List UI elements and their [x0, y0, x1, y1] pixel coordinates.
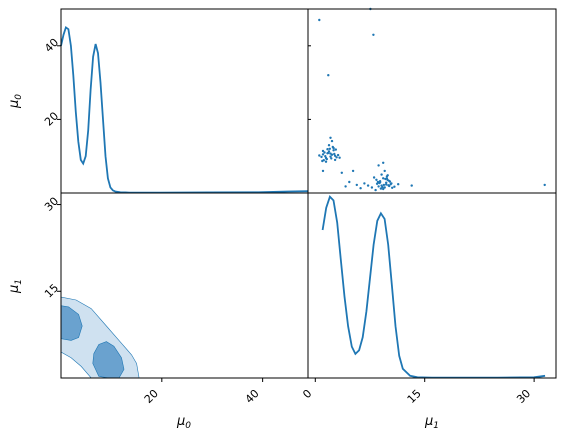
scatter-point	[330, 139, 334, 143]
scatter-point	[321, 169, 325, 173]
scatter-point	[370, 186, 374, 189]
scatter-point	[383, 186, 386, 189]
scatter-point	[333, 152, 336, 156]
scatter-point	[328, 147, 331, 150]
scatter-point	[377, 164, 380, 167]
mu0-x-axis-label: μ0	[176, 414, 191, 431]
scatter-point	[334, 148, 337, 151]
scatter-point	[372, 176, 376, 179]
scatter-point	[327, 151, 330, 155]
scatter-point	[383, 169, 386, 173]
scatter-point	[391, 186, 394, 189]
scatter-point	[348, 180, 351, 184]
scatter-point	[372, 33, 375, 36]
scatter-point	[363, 182, 366, 185]
scatter-point	[318, 18, 321, 22]
scatter-point	[326, 148, 329, 151]
scatter-point	[327, 144, 331, 147]
scatter-point	[330, 157, 333, 160]
scatter-point	[329, 155, 332, 158]
scatter-point	[329, 136, 332, 139]
scatter-point	[318, 154, 321, 157]
scatter-point	[382, 187, 385, 191]
scatter-point	[385, 183, 388, 186]
scatter-point	[375, 178, 378, 181]
scatter-point	[381, 185, 384, 189]
scatter-point	[375, 182, 379, 185]
scatter-point	[410, 184, 413, 187]
scatter-point	[333, 158, 337, 162]
scatter-point	[382, 177, 385, 180]
mu1-y-axis-label: μ1	[7, 279, 24, 294]
scatter-point	[543, 183, 546, 187]
scatter-point	[380, 173, 383, 176]
scatter-point	[351, 169, 355, 173]
scatter-point	[387, 184, 390, 187]
scatter-point	[382, 161, 385, 164]
mu1-density-line	[321, 195, 546, 379]
scatter-point	[374, 188, 377, 192]
scatter-point	[382, 183, 386, 187]
scatter-point	[321, 159, 324, 163]
scatter-point	[327, 74, 330, 77]
scatter-point	[378, 181, 382, 184]
scatter-point	[332, 149, 335, 152]
scatter-point	[397, 183, 400, 186]
scatter-point	[385, 177, 389, 180]
contour-regions	[61, 296, 140, 378]
scatter-point	[366, 184, 370, 187]
mu1-x-axis-label: μ1	[424, 414, 439, 431]
scatter-point	[390, 182, 393, 185]
scatter-point	[359, 187, 362, 190]
scatter-point	[393, 185, 396, 188]
scatter-point	[324, 160, 328, 163]
scatter-point	[321, 149, 325, 153]
mu0-y-axis-label: μ0	[7, 94, 24, 109]
scatter-point	[388, 179, 391, 183]
scatter-point	[344, 185, 347, 188]
scatter-point	[386, 174, 389, 177]
scatter-point	[355, 183, 358, 187]
scatter-point	[385, 181, 388, 184]
scatter-point	[323, 151, 326, 154]
scatter-point	[379, 187, 383, 190]
mu1-marginal-frame	[307, 192, 557, 379]
scatter-point	[325, 157, 328, 161]
scatter-point	[377, 185, 380, 188]
scatter-point	[340, 171, 343, 174]
axis-labels: μ0 μ1 μ0 μ1	[7, 94, 439, 431]
scatter-point	[335, 156, 338, 159]
contour-inner-region	[61, 305, 83, 341]
scatter-point	[336, 153, 340, 157]
scatter-point	[320, 155, 323, 159]
scatter-point	[329, 152, 332, 155]
scatter-point	[338, 156, 341, 159]
scatter-point	[333, 154, 337, 157]
scatter-point	[332, 146, 335, 150]
contour-inner-region	[92, 341, 125, 378]
scatter-point	[321, 153, 325, 156]
scatter-point	[324, 155, 327, 158]
